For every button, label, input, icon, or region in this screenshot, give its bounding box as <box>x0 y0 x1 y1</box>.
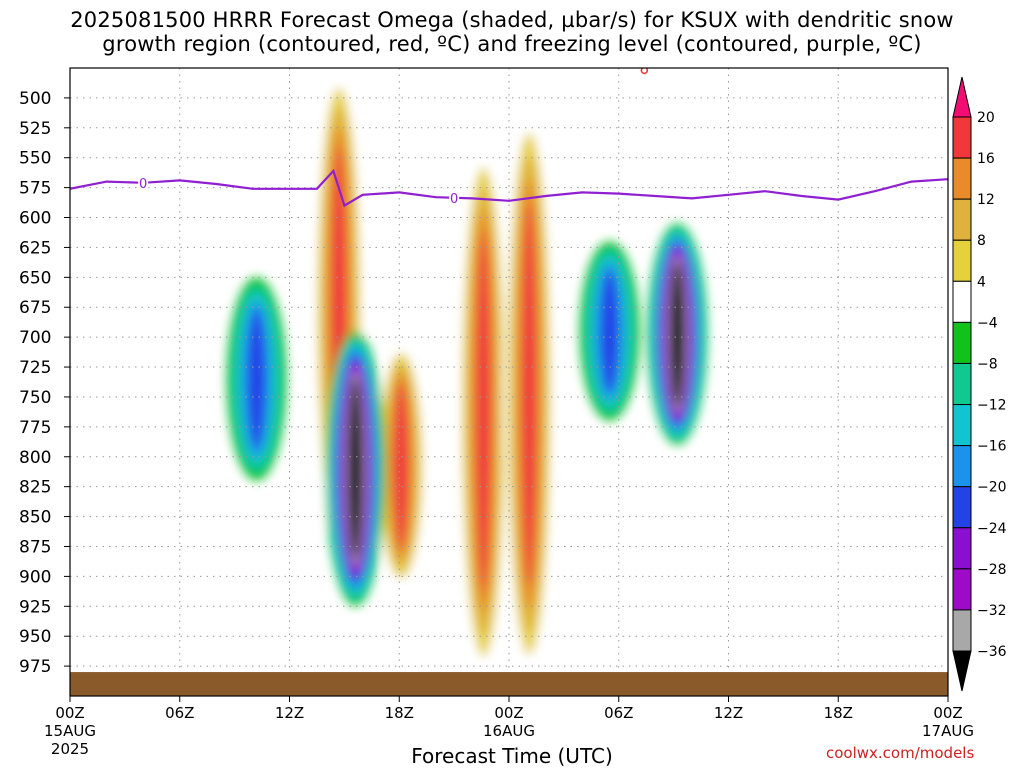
chart-title-line2: growth region (contoured, red, ºC) and f… <box>102 32 922 56</box>
colorbar-label: −28 <box>977 562 1007 578</box>
omega-band <box>155 187 208 403</box>
colorbar-swatch <box>952 445 972 488</box>
x-tick-label: 00Z <box>933 704 962 722</box>
colorbar-swatch <box>952 486 972 529</box>
x-axis-label: Forecast Time (UTC) <box>411 744 613 768</box>
colorbar-swatch <box>952 609 972 652</box>
colorbar-label: 16 <box>977 151 995 167</box>
colorbar-swatch <box>952 404 972 447</box>
colorbar-label: −12 <box>977 398 1007 414</box>
omega-feature-9 <box>579 241 640 421</box>
dgz-contour-marker <box>640 68 649 75</box>
freezing-level-label: 0 <box>139 177 147 192</box>
plot-area: 00 <box>70 68 948 696</box>
colorbar-label: −36 <box>977 644 1007 660</box>
y-tick-label: 800 <box>19 448 51 468</box>
colorbar-label: −32 <box>977 603 1007 619</box>
colorbar-swatch <box>952 280 972 323</box>
omega-feature-6 <box>325 331 386 607</box>
omega-band <box>894 181 947 362</box>
omega-band <box>350 383 360 554</box>
colorbar-label: −16 <box>977 439 1007 455</box>
colorbar-top-arrow <box>952 76 972 118</box>
colorbar-label: 12 <box>977 192 995 208</box>
y-tick-label: 875 <box>19 537 51 557</box>
freezing-level-label-bg <box>449 189 460 205</box>
colorbar-label: 4 <box>977 274 986 290</box>
omega-feature-4 <box>155 187 208 403</box>
colorbar-label: 8 <box>977 233 986 249</box>
terrain-ground <box>70 672 948 696</box>
colorbar-swatch <box>952 157 972 200</box>
x-tick-date-label: 17AUG <box>922 722 974 740</box>
y-tick-label: 575 <box>19 179 51 199</box>
y-tick-label: 900 <box>19 567 51 587</box>
colorbar-bottom-arrow <box>952 650 972 692</box>
x-tick-date-label: 16AUG <box>483 722 535 740</box>
colorbar-label: −20 <box>977 480 1007 496</box>
y-tick-label: 625 <box>19 238 51 258</box>
colorbar-label: −4 <box>977 315 998 331</box>
y-tick-label: 500 <box>19 89 51 109</box>
freezing-level-label-bg <box>138 174 149 190</box>
omega-band <box>672 265 682 403</box>
y-tick-label: 825 <box>19 478 51 498</box>
omega-feature-5 <box>894 181 947 362</box>
y-tick-label: 550 <box>19 149 51 169</box>
colorbar-swatch <box>952 239 972 282</box>
freezing-level-line <box>70 168 948 208</box>
omega-band <box>475 231 491 593</box>
y-tick-label: 675 <box>19 298 51 318</box>
x-tick-year-label: 2025 <box>51 740 89 758</box>
colorbar-swatch <box>952 527 972 570</box>
x-tick-label: 12Z <box>275 704 304 722</box>
colorbar-label: −24 <box>977 521 1007 537</box>
omega-feature-3 <box>375 343 428 589</box>
colorbar-label: 20 <box>977 110 995 126</box>
omega-band <box>393 382 409 549</box>
y-tick-label: 525 <box>19 119 51 139</box>
chart-title: 2025081500 HRRR Forecast Omega (shaded, … <box>70 8 954 32</box>
colorbar-swatch <box>952 116 972 159</box>
y-tick-label: 850 <box>19 508 51 528</box>
freezing-level-label: 0 <box>450 192 458 207</box>
x-tick-label: 06Z <box>165 704 194 722</box>
omega-band <box>601 270 619 393</box>
x-tick-label: 18Z <box>824 704 853 722</box>
omega-feature-8 <box>226 277 287 481</box>
y-tick-label: 775 <box>19 418 51 438</box>
x-tick-label: 18Z <box>385 704 414 722</box>
colorbar-swatch <box>952 321 972 364</box>
omega-feature-1 <box>457 145 510 679</box>
y-tick-label: 950 <box>19 627 51 647</box>
colorbar-swatch <box>952 362 972 406</box>
y-tick-label: 600 <box>19 209 51 229</box>
y-tick-label: 925 <box>19 597 51 617</box>
omega-band <box>248 310 266 449</box>
omega-feature-2 <box>503 109 556 679</box>
x-tick-label: 00Z <box>55 704 84 722</box>
y-tick-label: 725 <box>19 358 51 378</box>
x-tick-label: 06Z <box>604 704 633 722</box>
x-tick-date-label: 15AUG <box>44 722 96 740</box>
colorbar-label: −8 <box>977 356 998 372</box>
colorbar-swatch <box>952 568 972 611</box>
y-tick-label: 700 <box>19 328 51 348</box>
y-tick-label: 650 <box>19 268 51 288</box>
credit-text: coolwx.com/models <box>826 744 975 762</box>
colorbar-swatch <box>952 198 972 241</box>
x-tick-label: 00Z <box>494 704 523 722</box>
omega-feature-7 <box>647 223 708 445</box>
y-tick-label: 750 <box>19 388 51 408</box>
x-tick-label: 12Z <box>714 704 743 722</box>
omega-band <box>521 201 537 587</box>
y-tick-label: 975 <box>19 657 51 677</box>
